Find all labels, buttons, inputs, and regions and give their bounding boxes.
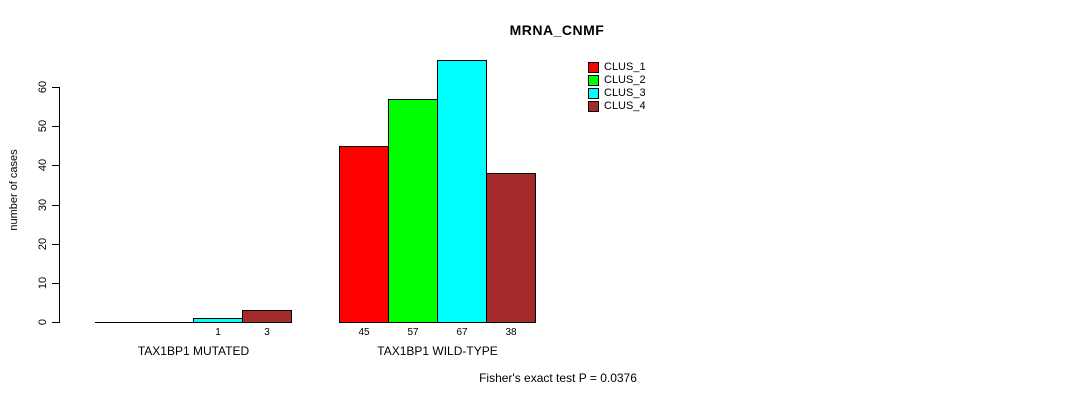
legend-swatch-icon — [588, 101, 599, 112]
legend-item: CLUS_2 — [588, 74, 646, 87]
y-tick-mark — [52, 244, 59, 245]
bar-CLUS_4 — [242, 310, 292, 323]
y-tick-label: 0 — [37, 318, 49, 326]
y-tick-label: 50 — [37, 119, 49, 133]
y-tick-label: 20 — [37, 237, 49, 251]
legend-item: CLUS_4 — [588, 100, 646, 113]
chart-title: MRNA_CNMF — [509, 22, 605, 38]
bar-CLUS_4 — [486, 173, 536, 323]
y-tick-label: 10 — [37, 276, 49, 290]
bar-value-label: 3 — [264, 327, 270, 338]
y-tick-mark — [52, 322, 59, 323]
y-tick-mark — [52, 165, 59, 166]
y-tick-label: 30 — [37, 198, 49, 212]
x-group-label: TAX1BP1 MUTATED — [137, 344, 250, 358]
legend-item: CLUS_3 — [588, 87, 646, 100]
bar-CLUS_3 — [193, 318, 243, 323]
legend-label: CLUS_3 — [604, 87, 646, 99]
legend-label: CLUS_1 — [604, 61, 646, 73]
legend-swatch-icon — [588, 88, 599, 99]
annotation-text: Fisher's exact test P = 0.0376 — [479, 371, 637, 385]
y-axis — [59, 87, 60, 323]
y-tick-label: 60 — [37, 80, 49, 94]
legend: CLUS_1 CLUS_2 CLUS_3 CLUS_4 — [588, 61, 646, 113]
y-tick-mark — [52, 283, 59, 284]
y-tick-mark — [52, 126, 59, 127]
legend-item: CLUS_1 — [588, 61, 646, 74]
x-group-label: TAX1BP1 WILD-TYPE — [377, 344, 498, 358]
legend-swatch-icon — [588, 62, 599, 73]
y-tick-label: 40 — [37, 158, 49, 172]
bar-value-label: 45 — [358, 327, 370, 338]
bar-value-label: 1 — [215, 327, 221, 338]
y-tick-mark — [52, 87, 59, 88]
y-axis-label: number of cases — [8, 149, 20, 231]
bar-CLUS_3 — [437, 60, 487, 323]
bar-value-label: 67 — [456, 327, 468, 338]
bar-value-label: 38 — [505, 327, 517, 338]
bar-value-label: 57 — [407, 327, 419, 338]
legend-label: CLUS_2 — [604, 74, 646, 86]
legend-swatch-icon — [588, 75, 599, 86]
bar-CLUS_1 — [339, 146, 389, 323]
bar-zero-CLUS_1 — [95, 322, 145, 323]
bar-zero-CLUS_2 — [144, 322, 194, 323]
legend-label: CLUS_4 — [604, 100, 646, 112]
y-tick-mark — [52, 205, 59, 206]
bar-CLUS_2 — [388, 99, 438, 323]
